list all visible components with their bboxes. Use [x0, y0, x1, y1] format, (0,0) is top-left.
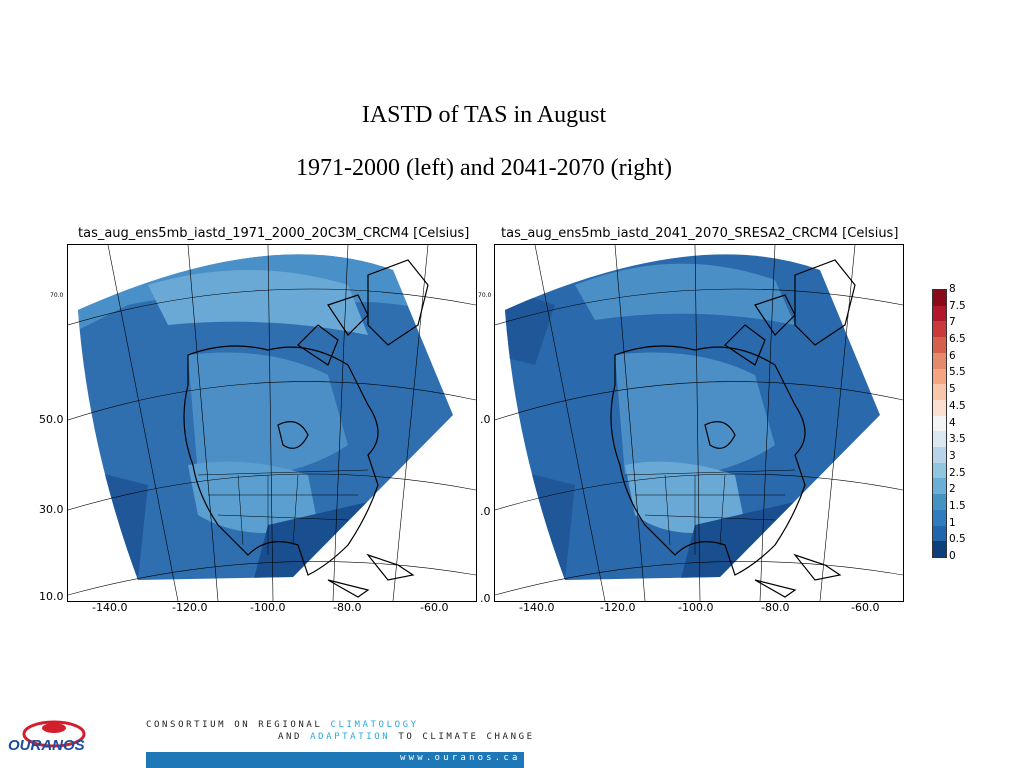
left-lon-label-80: -80.0: [333, 601, 362, 614]
right-map: [494, 244, 904, 602]
colorbar-label: 0: [949, 550, 956, 562]
footer-line1-a: CONSORTIUM ON REGIONAL: [146, 720, 323, 730]
logo-text: OURANOS: [8, 737, 85, 754]
colorbar-segment: [933, 399, 946, 416]
left-lon-label-140: -140.0: [92, 601, 128, 614]
left-lon-label-60: -60.0: [420, 601, 449, 614]
colorbar-segment: [933, 541, 946, 557]
colorbar-label: 5: [949, 383, 956, 396]
colorbar-segment: [933, 509, 946, 526]
colorbar-segment: [933, 290, 946, 306]
colorbar-segment: [933, 352, 946, 369]
right-lon-label-140: -140.0: [519, 601, 555, 614]
colorbar-label: 8: [949, 283, 956, 295]
colorbar-segment: [933, 321, 946, 338]
left-lon-label-100: -100.0: [250, 601, 286, 614]
colorbar-label: 0.5: [949, 533, 966, 546]
colorbar-segment: [933, 494, 946, 510]
colorbar-label: 1.5: [949, 499, 966, 512]
colorbar-label: 4: [949, 416, 956, 429]
left-map-title: tas_aug_ens5mb_iastd_1971_2000_20C3M_CRC…: [78, 226, 470, 241]
colorbar-label: 3.5: [949, 433, 966, 446]
colorbar-label: 5.5: [949, 366, 966, 379]
colorbar-label: 2.5: [949, 466, 966, 479]
left-lat-label-10: 10.0: [39, 590, 64, 603]
colorbar-segment: [933, 337, 946, 353]
right-lon-label-100: -100.0: [678, 601, 714, 614]
footer-line2-b: ADAPTATION: [310, 732, 391, 742]
left-lat-label-70: 70.0: [50, 292, 64, 299]
slide-title-line2: 1971-2000 (left) and 2041-2070 (right): [296, 155, 672, 181]
colorbar: [932, 289, 947, 558]
left-lat-label-50: 50.0: [39, 413, 64, 426]
colorbar-segment: [933, 431, 946, 448]
colorbar-segment: [933, 447, 946, 463]
footer-url[interactable]: www.ouranos.ca: [400, 753, 521, 763]
footer-line2-a: AND: [278, 732, 303, 742]
right-map-plot: [495, 245, 903, 601]
right-lon-label-60: -60.0: [851, 601, 880, 614]
right-lat-label-50: .0: [480, 413, 491, 426]
right-lat-label-30: .0: [480, 505, 491, 518]
colorbar-segment: [933, 415, 946, 432]
footer-line2-c: TO CLIMATE CHANGE: [398, 732, 535, 742]
footer-bar: [146, 752, 524, 768]
colorbar-segment: [933, 305, 946, 322]
right-lat-label-70: 70.0: [478, 292, 492, 299]
left-map-plot: [68, 245, 476, 601]
left-map-graticule: [68, 245, 476, 601]
colorbar-segment: [933, 368, 946, 385]
right-map-coastlines: [610, 259, 856, 598]
slide-title-line1: IASTD of TAS in August: [361, 102, 607, 128]
colorbar-label: 4.5: [949, 399, 966, 412]
footer-line1-b: CLIMATOLOGY: [330, 720, 419, 730]
colorbar-label: 7: [949, 316, 956, 329]
footer-line2: AND ADAPTATION TO CLIMATE CHANGE: [278, 732, 535, 742]
right-lat-label-10: .0: [480, 592, 491, 605]
right-lon-label-120: -120.0: [600, 601, 636, 614]
left-lon-label-120: -120.0: [172, 601, 208, 614]
colorbar-segment: [933, 525, 946, 542]
right-lon-label-80: -80.0: [761, 601, 790, 614]
colorbar-label: 2: [949, 483, 956, 496]
colorbar-label: 6.5: [949, 333, 966, 346]
footer-line1: CONSORTIUM ON REGIONAL CLIMATOLOGY: [146, 720, 419, 730]
colorbar-label: 7.5: [949, 299, 966, 312]
colorbar-segment: [933, 462, 946, 479]
left-map: [67, 244, 477, 602]
left-map-coastlines: [183, 259, 429, 598]
colorbar-label: 1: [949, 516, 956, 529]
ouranos-logo: OURANOS: [8, 720, 86, 754]
colorbar-segment: [933, 478, 946, 495]
colorbar-segment: [933, 384, 946, 400]
left-lat-label-30: 30.0: [39, 503, 64, 516]
colorbar-label: 6: [949, 349, 956, 362]
colorbar-label: 3: [949, 449, 956, 462]
right-map-title: tas_aug_ens5mb_iastd_2041_2070_SRESA2_CR…: [501, 226, 899, 241]
